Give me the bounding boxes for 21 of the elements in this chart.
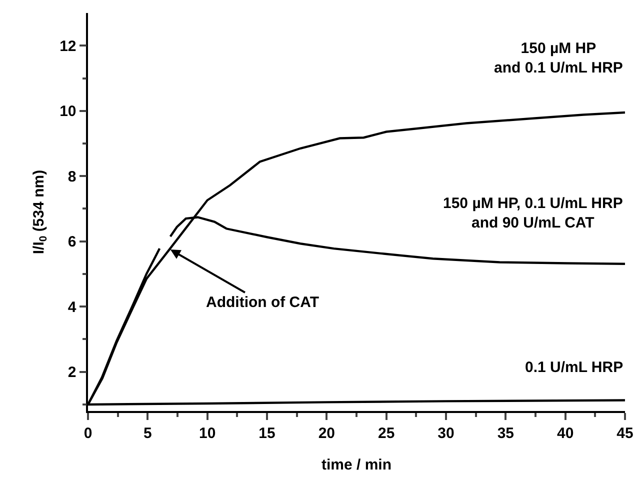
x-tick-label: 45 <box>616 424 634 442</box>
y-tick-label: 10 <box>60 103 76 120</box>
series-label: 150 µM HP, 0.1 U/mL HRP and 90 U/mL CAT <box>443 195 623 232</box>
x-tick-label: 0 <box>84 424 92 442</box>
annotation: Addition of CAT <box>206 294 320 311</box>
y-tick-label: 12 <box>60 38 76 55</box>
y-tick-label: 2 <box>68 364 76 382</box>
x-tick-label: 5 <box>144 424 152 442</box>
series-label: 0.1 U/mL HRP <box>525 359 624 376</box>
text: 150 µM HP and 0.1 U/mL HRP <box>494 40 623 76</box>
x-tick-label: 10 <box>198 424 216 442</box>
y-tick-label: 8 <box>68 168 76 186</box>
x-tick-label: 25 <box>378 424 395 442</box>
x-tick-label: 15 <box>258 424 276 442</box>
x-tick-label: 35 <box>497 424 514 442</box>
y-tick-label: 6 <box>68 234 76 251</box>
x-axis-title: time / min <box>321 456 392 474</box>
x-tick-label: 20 <box>318 424 336 442</box>
x-tick-label: 40 <box>556 424 574 442</box>
y-tick-label: 4 <box>68 298 77 316</box>
x-tick-label: 30 <box>438 424 454 442</box>
